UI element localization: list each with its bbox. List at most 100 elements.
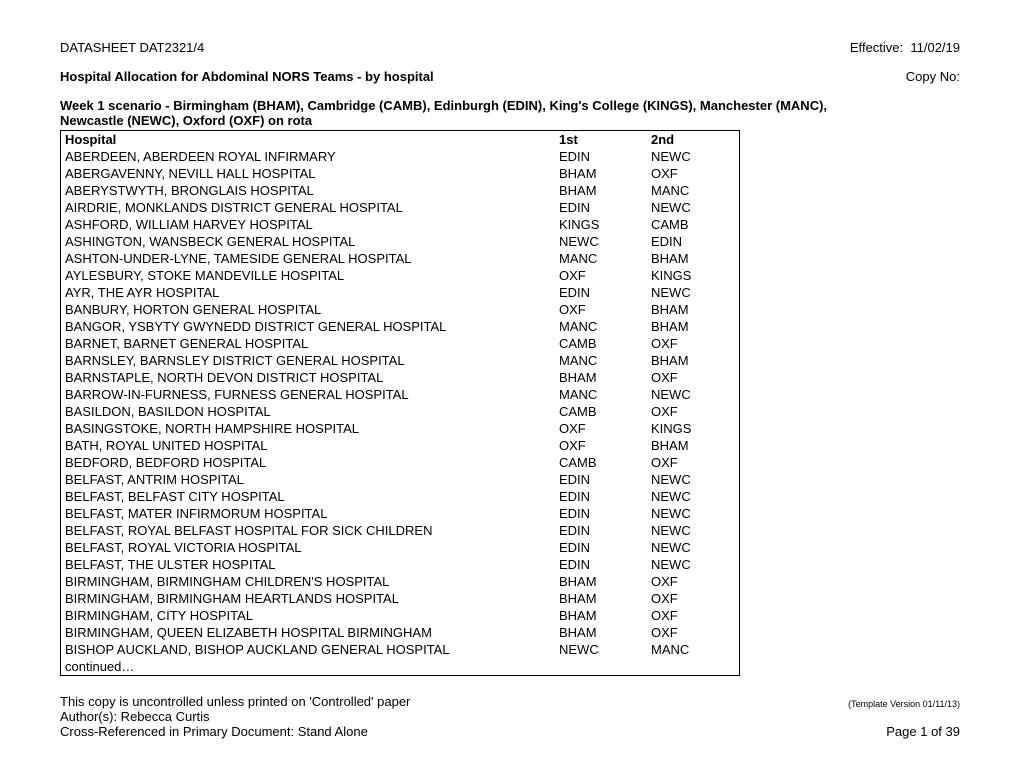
table-cell: OXF (555, 267, 647, 284)
col-hospital: Hospital (61, 131, 556, 149)
table-cell: BHAM (555, 573, 647, 590)
table-cell: OXF (647, 403, 740, 420)
table-row: BELFAST, ANTRIM HOSPITALEDINNEWC (61, 471, 740, 488)
table-cell: EDIN (555, 148, 647, 165)
table-cell: EDIN (555, 522, 647, 539)
table-row: BASINGSTOKE, NORTH HAMPSHIRE HOSPITALOXF… (61, 420, 740, 437)
table-cell: BHAM (647, 318, 740, 335)
table-row: ABERYSTWYTH, BRONGLAIS HOSPITALBHAMMANC (61, 182, 740, 199)
table-cell: OXF (647, 454, 740, 471)
table-cell: CAMB (647, 216, 740, 233)
table-cell: BELFAST, MATER INFIRMORUM HOSPITAL (61, 505, 556, 522)
table-cell: AYLESBURY, STOKE MANDEVILLE HOSPITAL (61, 267, 556, 284)
table-cell: NEWC (647, 522, 740, 539)
table-cell: MANC (647, 641, 740, 658)
table-cell: BHAM (647, 250, 740, 267)
table-cell: NEWC (647, 556, 740, 573)
table-cell: KINGS (647, 267, 740, 284)
table-cell: EDIN (555, 488, 647, 505)
uncontrolled-note: This copy is uncontrolled unless printed… (60, 694, 410, 709)
page-number: Page 1 of 39 (886, 724, 960, 739)
table-cell: OXF (647, 590, 740, 607)
table-cell: AYR, THE AYR HOSPITAL (61, 284, 556, 301)
table-row: BARROW-IN-FURNESS, FURNESS GENERAL HOSPI… (61, 386, 740, 403)
table-cell: BEDFORD, BEDFORD HOSPITAL (61, 454, 556, 471)
table-cell: EDIN (647, 233, 740, 250)
table-cell: BIRMINGHAM, CITY HOSPITAL (61, 607, 556, 624)
table-cell: OXF (555, 420, 647, 437)
table-cell: BARNSTAPLE, NORTH DEVON DISTRICT HOSPITA… (61, 369, 556, 386)
table-row: ASHFORD, WILLIAM HARVEY HOSPITALKINGSCAM… (61, 216, 740, 233)
datasheet-id: DATASHEET DAT2321/4 (60, 40, 204, 55)
table-cell: NEWC (555, 641, 647, 658)
table-cell: MANC (555, 352, 647, 369)
table-row: BANGOR, YSBYTY GWYNEDD DISTRICT GENERAL … (61, 318, 740, 335)
table-cell: ASHINGTON, WANSBECK GENERAL HOSPITAL (61, 233, 556, 250)
table-cell: BANBURY, HORTON GENERAL HOSPITAL (61, 301, 556, 318)
table-cell: OXF (647, 369, 740, 386)
table-cell: BIRMINGHAM, BIRMINGHAM HEARTLANDS HOSPIT… (61, 590, 556, 607)
table-cell: MANC (555, 318, 647, 335)
table-cell: OXF (647, 607, 740, 624)
table-cell: CAMB (555, 335, 647, 352)
scenario-text: Week 1 scenario - Birmingham (BHAM), Cam… (60, 98, 840, 128)
table-cell: MANC (555, 386, 647, 403)
table-row: AYR, THE AYR HOSPITALEDINNEWC (61, 284, 740, 301)
table-row: BIRMINGHAM, BIRMINGHAM HEARTLANDS HOSPIT… (61, 590, 740, 607)
table-row: BARNSLEY, BARNSLEY DISTRICT GENERAL HOSP… (61, 352, 740, 369)
table-cell: MANC (647, 182, 740, 199)
table-cell: BHAM (555, 165, 647, 182)
table-cell: EDIN (555, 199, 647, 216)
table-cell: BHAM (647, 437, 740, 454)
table-cell: NEWC (647, 505, 740, 522)
table-row: BELFAST, MATER INFIRMORUM HOSPITALEDINNE… (61, 505, 740, 522)
table-cell: BHAM (555, 607, 647, 624)
table-cell: OXF (647, 335, 740, 352)
template-version: (Template Version 01/11/13) (848, 699, 960, 709)
table-cell: BIRMINGHAM, QUEEN ELIZABETH HOSPITAL BIR… (61, 624, 556, 641)
crossref: Cross-Referenced in Primary Document: St… (60, 724, 368, 739)
table-row: ASHTON-UNDER-LYNE, TAMESIDE GENERAL HOSP… (61, 250, 740, 267)
effective-label: Effective: (850, 40, 903, 55)
continued-label: continued… (61, 658, 740, 676)
copy-no-label: Copy No: (906, 69, 960, 84)
col-2nd: 2nd (647, 131, 740, 149)
table-cell: EDIN (555, 539, 647, 556)
table-cell: ASHFORD, WILLIAM HARVEY HOSPITAL (61, 216, 556, 233)
table-row: ABERGAVENNY, NEVILL HALL HOSPITALBHAMOXF (61, 165, 740, 182)
table-row: BIRMINGHAM, QUEEN ELIZABETH HOSPITAL BIR… (61, 624, 740, 641)
table-cell: AIRDRIE, MONKLANDS DISTRICT GENERAL HOSP… (61, 199, 556, 216)
table-row: BELFAST, BELFAST CITY HOSPITALEDINNEWC (61, 488, 740, 505)
table-row: BEDFORD, BEDFORD HOSPITALCAMBOXF (61, 454, 740, 471)
table-row: BELFAST, ROYAL BELFAST HOSPITAL FOR SICK… (61, 522, 740, 539)
table-row: BATH, ROYAL UNITED HOSPITALOXFBHAM (61, 437, 740, 454)
table-cell: NEWC (647, 148, 740, 165)
table-cell: OXF (647, 624, 740, 641)
table-cell: BANGOR, YSBYTY GWYNEDD DISTRICT GENERAL … (61, 318, 556, 335)
table-cell: BELFAST, ANTRIM HOSPITAL (61, 471, 556, 488)
table-row: BISHOP AUCKLAND, BISHOP AUCKLAND GENERAL… (61, 641, 740, 658)
allocation-table: Hospital 1st 2nd ABERDEEN, ABERDEEN ROYA… (60, 130, 740, 676)
table-cell: EDIN (555, 505, 647, 522)
table-row: BASILDON, BASILDON HOSPITALCAMBOXF (61, 403, 740, 420)
table-cell: BASILDON, BASILDON HOSPITAL (61, 403, 556, 420)
table-cell: NEWC (555, 233, 647, 250)
table-cell: OXF (647, 165, 740, 182)
table-cell: BELFAST, BELFAST CITY HOSPITAL (61, 488, 556, 505)
table-row: BANBURY, HORTON GENERAL HOSPITALOXFBHAM (61, 301, 740, 318)
table-cell: BHAM (555, 369, 647, 386)
table-cell: NEWC (647, 284, 740, 301)
table-row: AYLESBURY, STOKE MANDEVILLE HOSPITALOXFK… (61, 267, 740, 284)
effective-date-value: 11/02/19 (910, 40, 960, 55)
table-cell: CAMB (555, 454, 647, 471)
table-cell: BELFAST, THE ULSTER HOSPITAL (61, 556, 556, 573)
table-cell: NEWC (647, 199, 740, 216)
table-cell: BARROW-IN-FURNESS, FURNESS GENERAL HOSPI… (61, 386, 556, 403)
table-cell: BARNSLEY, BARNSLEY DISTRICT GENERAL HOSP… (61, 352, 556, 369)
table-cell: OXF (555, 437, 647, 454)
table-row: BARNSTAPLE, NORTH DEVON DISTRICT HOSPITA… (61, 369, 740, 386)
table-cell: BISHOP AUCKLAND, BISHOP AUCKLAND GENERAL… (61, 641, 556, 658)
table-cell: BHAM (555, 590, 647, 607)
table-cell: BHAM (555, 182, 647, 199)
table-row: BELFAST, THE ULSTER HOSPITALEDINNEWC (61, 556, 740, 573)
